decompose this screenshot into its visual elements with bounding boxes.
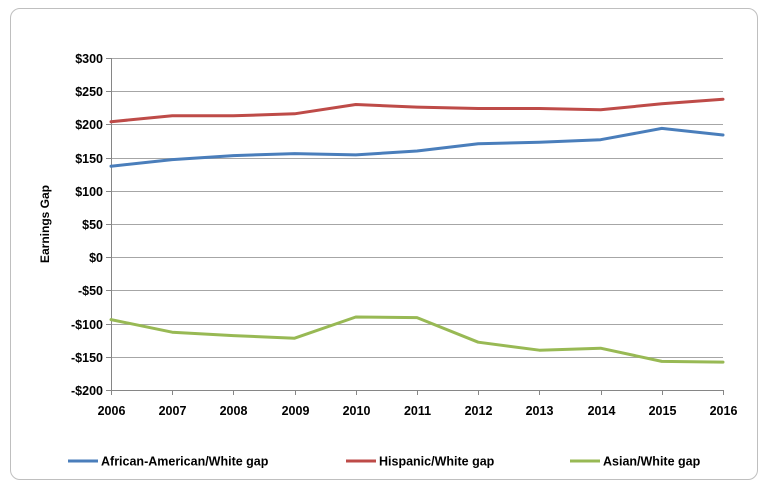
legend-label-2: Hispanic/White gap [379, 455, 495, 469]
x-axis-tick-labels: 2006 2007 2008 2009 2010 2011 2012 2013 2014 2015… [98, 404, 738, 418]
y-tick-label: $100 [75, 185, 103, 199]
gridlines [111, 58, 723, 391]
y-axis-title: Earnings Gap [38, 185, 52, 263]
series-lines [109, 97, 725, 364]
y-tick-label: -$50 [78, 284, 103, 298]
y-tick-label: $150 [75, 152, 103, 166]
series-line-3 [109, 315, 725, 364]
y-tick-label: $0 [89, 251, 103, 265]
y-axis-tick-labels: $300 $250 $200 $150 $100 $50 $0 -$50 -$100 -$150 -… [71, 52, 103, 398]
x-tick-label: 2014 [588, 404, 616, 418]
chart-frame [10, 8, 758, 480]
y-tick-label: $200 [75, 118, 103, 132]
x-tick-label: 2007 [159, 404, 187, 418]
x-tick-label: 2011 [404, 404, 431, 418]
y-tick-label: $300 [75, 52, 103, 66]
x-tick-label: 2006 [98, 404, 126, 418]
legend: African-American/White gap Hispanic/White… [68, 455, 701, 469]
x-tick-label: 2012 [465, 404, 493, 418]
y-tick-label: $250 [75, 85, 103, 99]
axes [106, 58, 724, 395]
series-line-2 [109, 97, 725, 124]
y-tick-label: $50 [82, 218, 103, 232]
legend-label-1: African-American/White gap [101, 455, 269, 469]
x-tick-label: 2016 [710, 404, 738, 418]
legend-label-3: Asian/White gap [603, 455, 701, 469]
x-tick-label: 2010 [343, 404, 371, 418]
y-tick-label: -$150 [71, 351, 103, 365]
y-tick-label: -$200 [71, 384, 103, 398]
y-tick-label: -$100 [71, 318, 103, 332]
x-tick-label: 2008 [220, 404, 248, 418]
series-line-1 [109, 126, 725, 168]
x-tick-label: 2015 [649, 404, 677, 418]
x-tick-label: 2013 [526, 404, 554, 418]
x-tick-label: 2009 [282, 404, 310, 418]
